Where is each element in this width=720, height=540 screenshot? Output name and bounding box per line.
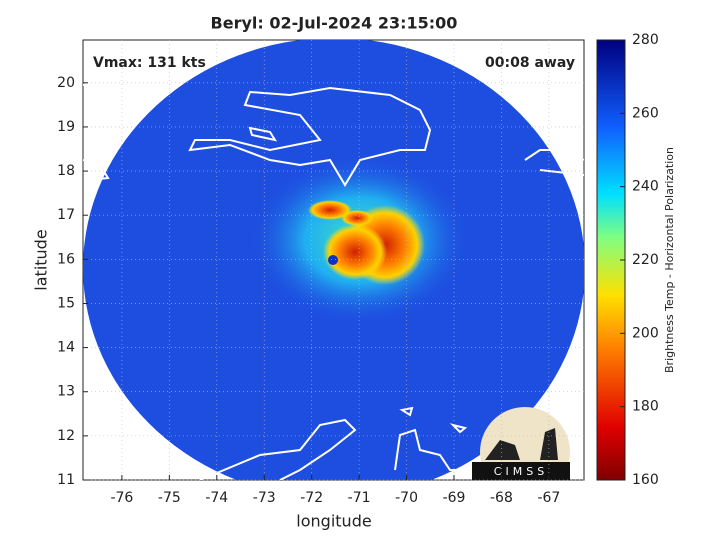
x-tick-label: -68	[490, 490, 513, 506]
x-tick-label: -72	[300, 490, 323, 506]
colorbar-tick-label: 240	[632, 179, 659, 195]
logo-text: CIMSS	[494, 465, 548, 478]
colorbar-tick-label: 260	[632, 105, 659, 121]
colorbar-tick-label: 160	[632, 472, 659, 488]
satellite-image	[83, 40, 584, 480]
y-tick-label: 17	[57, 207, 75, 223]
colorbar-label: Brightness Temp - Horizontal Polarizatio…	[663, 147, 676, 373]
y-tick-label: 14	[57, 340, 75, 356]
y-tick-label: 15	[57, 295, 75, 311]
x-tick-label: -67	[537, 490, 560, 506]
chart-title: Beryl: 02-Jul-2024 23:15:00	[211, 14, 458, 33]
logo-band	[472, 462, 570, 480]
logo-icons	[485, 428, 558, 460]
x-tick-label: -71	[348, 490, 371, 506]
colorbar-tick-label: 180	[632, 399, 659, 415]
y-tick-label: 11	[57, 472, 75, 488]
x-tick-label: -75	[158, 490, 181, 506]
annotation: 00:08 away	[485, 55, 575, 71]
y-tick-label: 20	[57, 75, 75, 91]
x-tick-label: -70	[395, 490, 418, 506]
y-tick-label: 12	[57, 428, 75, 444]
logo-badge	[480, 407, 570, 480]
x-tick-label: -69	[443, 490, 466, 506]
x-tick-label: -73	[253, 490, 276, 506]
x-axis-label: longitude	[296, 512, 371, 531]
x-tick-label: -76	[110, 490, 133, 506]
y-tick-label: 13	[57, 384, 75, 400]
y-tick-label: 19	[57, 119, 75, 135]
y-tick-label: 18	[57, 163, 75, 179]
x-tick-label: -74	[205, 490, 228, 506]
y-axis-label: latitude	[32, 229, 51, 290]
colorbar-tick-label: 200	[632, 325, 659, 341]
y-tick-label: 16	[57, 251, 75, 267]
colorbar-tick-label: 220	[632, 252, 659, 268]
annotation: Vmax: 131 kts	[93, 55, 206, 71]
colorbar-tick-label: 280	[632, 32, 659, 48]
